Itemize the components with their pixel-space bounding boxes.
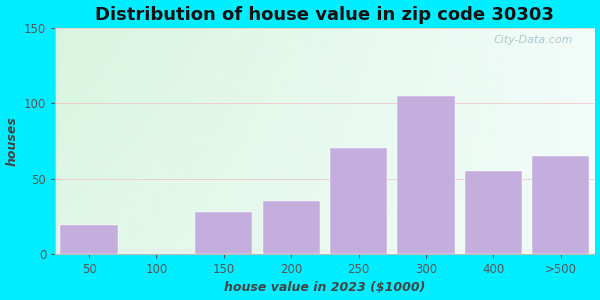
X-axis label: house value in 2023 ($1000): house value in 2023 ($1000) <box>224 281 425 294</box>
Bar <box>532 156 589 254</box>
Text: City-Data.com: City-Data.com <box>493 35 573 45</box>
Title: Distribution of house value in zip code 30303: Distribution of house value in zip code … <box>95 6 554 24</box>
Bar <box>397 96 455 254</box>
Bar <box>263 201 320 254</box>
Bar <box>330 148 387 254</box>
Y-axis label: houses: houses <box>5 116 19 166</box>
Bar <box>465 171 522 254</box>
Bar <box>195 212 253 254</box>
Bar <box>61 225 118 254</box>
